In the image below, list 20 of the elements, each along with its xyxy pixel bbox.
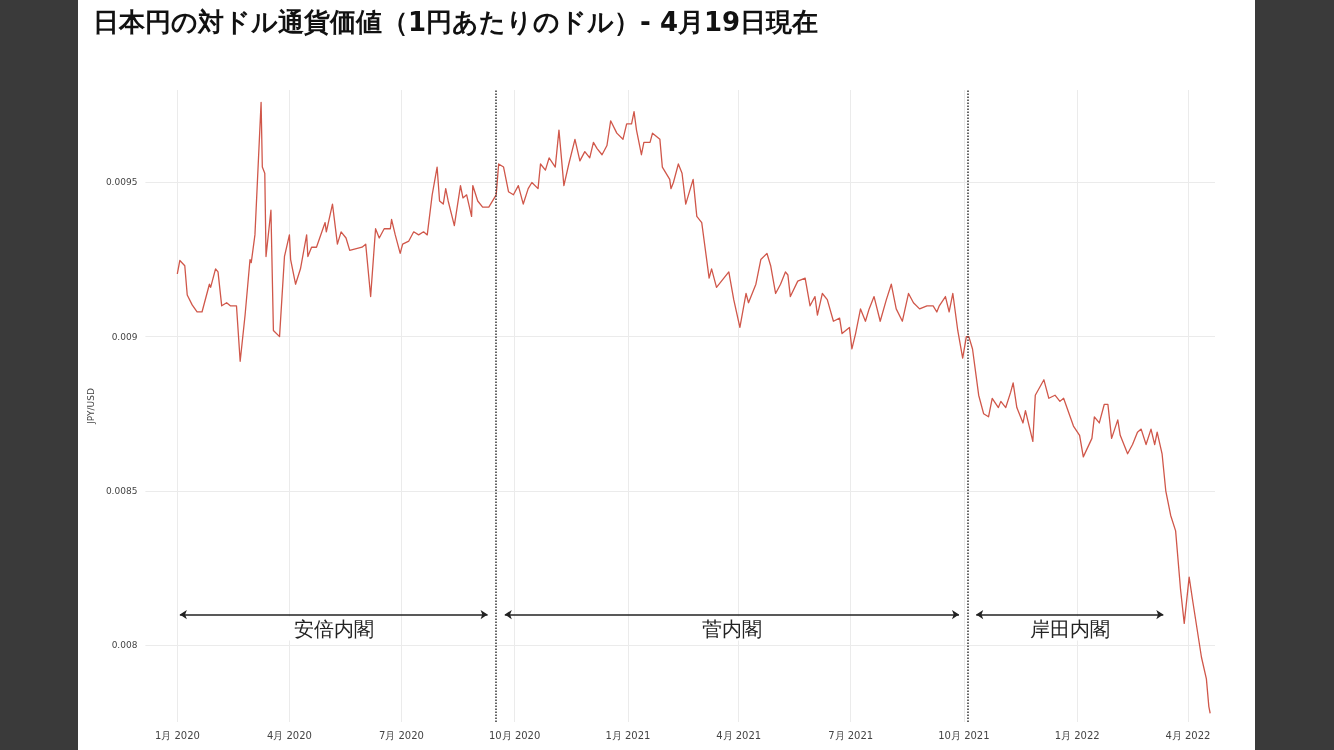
y-tick-label: 0.0085 [105, 485, 138, 496]
y-tick-label: 0.008 [111, 639, 138, 650]
annotation: 安倍内閣 [293, 616, 374, 641]
x-tick-label: 10月 2020 [488, 729, 541, 741]
x-tick-label: 1月 2022 [1054, 729, 1100, 741]
line-series [176, 101, 1211, 714]
y-tick-label: 0.0095 [105, 177, 138, 188]
x-tick-label: 10月 2021 [938, 729, 990, 741]
x-tick-label: 4月 2020 [266, 729, 312, 741]
x-tick-label: 4月 2022 [1165, 729, 1211, 741]
x-tick-label: 1月 2021 [605, 729, 651, 741]
y-tick-label: 0.009 [111, 331, 138, 342]
x-tick-label: 7月 2021 [828, 729, 874, 741]
annotation: 岸田内閣 [1029, 616, 1110, 641]
x-tick-label: 7月 2020 [378, 729, 424, 741]
x-tick-label: 4月 2021 [716, 729, 762, 741]
y-axis-title: JPY/USD [85, 388, 96, 425]
annotation: 菅内閣 [701, 616, 762, 641]
chart-title: 日本円の対ドル通貨価値（1円あたりのドル）- 4月19日現在 [93, 7, 819, 37]
x-tick-label: 1月 2020 [154, 729, 200, 741]
